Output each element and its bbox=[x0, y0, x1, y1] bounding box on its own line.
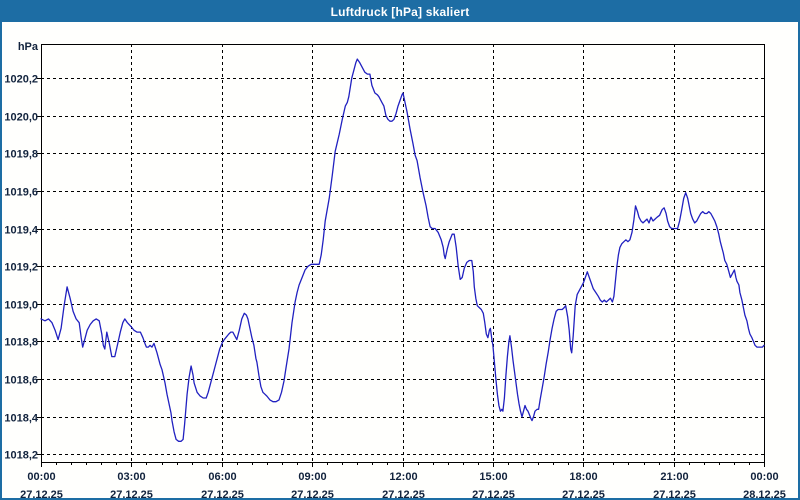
y-tick-label: 1018,6 bbox=[4, 375, 38, 387]
y-tick-label: 1019,0 bbox=[4, 300, 38, 312]
y-axis-unit-label: hPa bbox=[18, 41, 39, 53]
y-tick-label: 1019,8 bbox=[4, 149, 38, 161]
x-tick-date-label: 27.12.25 bbox=[382, 489, 425, 500]
plot-frame bbox=[41, 44, 765, 463]
x-tick-date-label: 27.12.25 bbox=[110, 489, 153, 500]
x-tick-time-label: 06:00 bbox=[208, 471, 236, 483]
x-tick-date-label: 28.12.25 bbox=[743, 489, 786, 500]
x-tick-date-label: 27.12.25 bbox=[653, 489, 696, 500]
x-tick-time-label: 09:00 bbox=[298, 471, 326, 483]
x-tick-time-label: 03:00 bbox=[117, 471, 145, 483]
x-tick-time-label: 00:00 bbox=[27, 471, 55, 483]
x-tick-date-label: 27.12.25 bbox=[201, 489, 244, 500]
title-bar: Luftdruck [hPa] skaliert bbox=[2, 2, 798, 22]
x-tick-time-label: 18:00 bbox=[569, 471, 597, 483]
pressure-line bbox=[40, 58, 765, 442]
x-tick-time-label: 12:00 bbox=[389, 471, 417, 483]
y-tick-label: 1019,2 bbox=[4, 262, 38, 274]
y-tick-label: 1018,4 bbox=[4, 413, 39, 425]
x-tick-date-label: 27.12.25 bbox=[291, 489, 334, 500]
x-tick-time-label: 15:00 bbox=[479, 471, 507, 483]
y-tick-label: 1020,0 bbox=[4, 112, 38, 124]
y-tick-label: 1020,2 bbox=[4, 74, 38, 86]
y-tick-label: 1019,4 bbox=[4, 225, 39, 237]
x-tick-date-label: 27.12.25 bbox=[472, 489, 515, 500]
x-tick-date-label: 27.12.25 bbox=[20, 489, 63, 500]
y-tick-label: 1019,6 bbox=[4, 187, 38, 199]
y-tick-label: 1018,8 bbox=[4, 337, 38, 349]
x-tick-date-label: 27.12.25 bbox=[562, 489, 605, 500]
x-tick-time-label: 00:00 bbox=[750, 471, 778, 483]
window-title: Luftdruck [hPa] skaliert bbox=[330, 5, 470, 19]
x-tick-time-label: 21:00 bbox=[660, 471, 688, 483]
y-tick-label: 1018,2 bbox=[4, 450, 38, 462]
